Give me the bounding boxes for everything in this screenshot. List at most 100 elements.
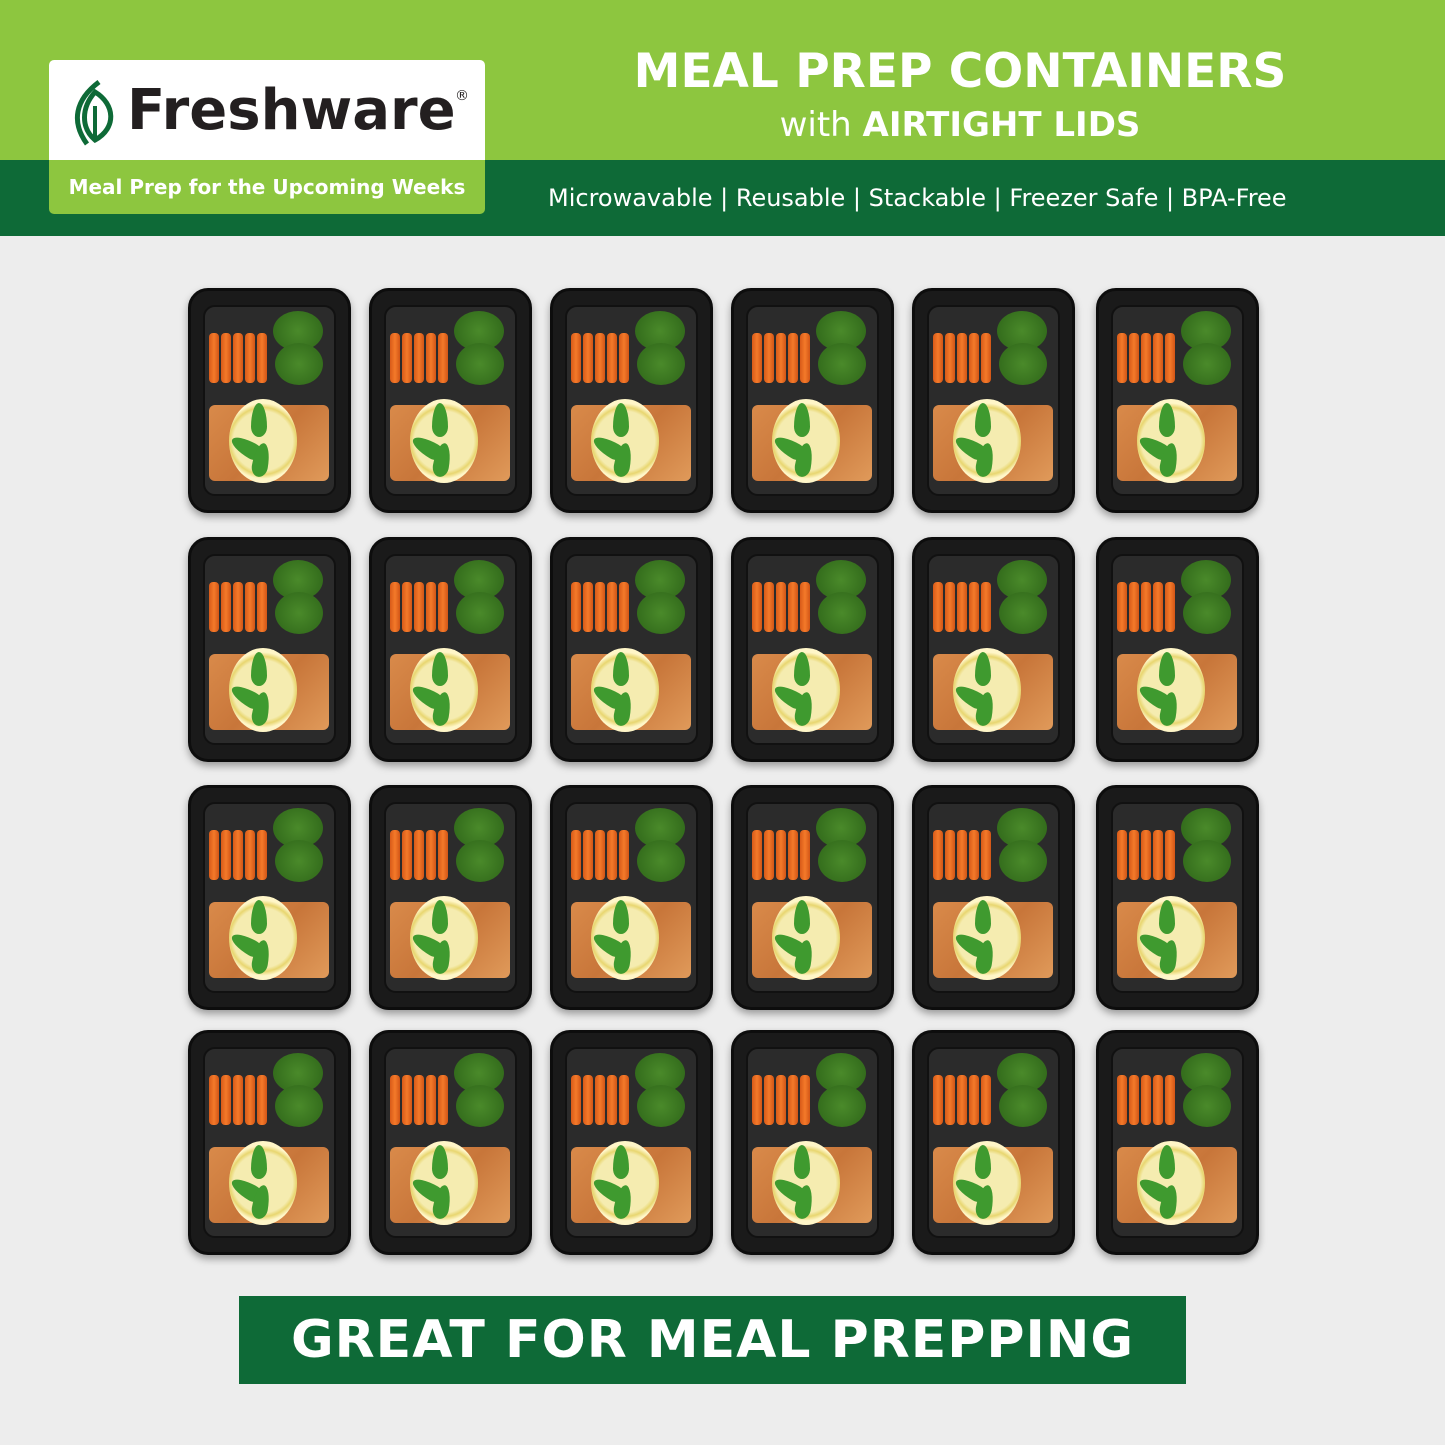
broccoli — [456, 343, 504, 385]
carrot — [245, 582, 255, 632]
broccoli — [1183, 592, 1231, 634]
carrot — [402, 830, 412, 880]
broccoli — [999, 343, 1047, 385]
carrot — [945, 333, 955, 383]
meal-container — [912, 288, 1075, 513]
mint-leaf — [1159, 900, 1175, 934]
carrot — [245, 333, 255, 383]
carrot — [390, 1075, 400, 1125]
mint-leaf — [613, 900, 629, 934]
meal-container — [369, 537, 532, 762]
carrot — [1141, 333, 1151, 383]
carrot — [752, 830, 762, 880]
carrot — [583, 333, 593, 383]
carrot — [414, 582, 424, 632]
carrot — [957, 1075, 967, 1125]
carrot — [776, 333, 786, 383]
carrot — [426, 1075, 436, 1125]
carrot — [414, 830, 424, 880]
broccoli — [456, 1085, 504, 1127]
carrot — [233, 830, 243, 880]
meal-container — [188, 288, 351, 513]
meal-container — [731, 288, 894, 513]
meal-container — [550, 537, 713, 762]
carrot — [607, 333, 617, 383]
mint-leaf — [251, 900, 267, 934]
carrot — [221, 830, 231, 880]
broccoli — [1183, 343, 1231, 385]
carrot — [945, 582, 955, 632]
carrot — [571, 333, 581, 383]
carrot — [776, 1075, 786, 1125]
carrot — [933, 1075, 943, 1125]
brand-name: Freshware — [127, 78, 456, 143]
carrot — [1117, 582, 1127, 632]
mint-leaf — [613, 1145, 629, 1179]
carrot — [1141, 1075, 1151, 1125]
mint-leaf — [975, 403, 991, 437]
meal-container — [369, 288, 532, 513]
meal-container — [369, 785, 532, 1010]
carrot — [571, 1075, 581, 1125]
mint-leaf — [794, 900, 810, 934]
carrot — [981, 830, 991, 880]
carrot — [981, 1075, 991, 1125]
meal-container — [912, 785, 1075, 1010]
carrot — [1129, 582, 1139, 632]
carrot — [1153, 830, 1163, 880]
meal-container — [1096, 537, 1259, 762]
carrot — [233, 582, 243, 632]
broccoli — [637, 1085, 685, 1127]
broccoli — [999, 1085, 1047, 1127]
carrot — [981, 333, 991, 383]
carrot — [233, 1075, 243, 1125]
broccoli — [818, 343, 866, 385]
mint-leaf — [251, 1145, 267, 1179]
meal-container — [369, 1030, 532, 1255]
broccoli — [275, 840, 323, 882]
carrot — [969, 1075, 979, 1125]
carrot — [764, 333, 774, 383]
carrot — [209, 582, 219, 632]
broccoli — [818, 840, 866, 882]
carrot — [933, 333, 943, 383]
carrot — [221, 333, 231, 383]
carrot — [752, 582, 762, 632]
broccoli — [637, 840, 685, 882]
carrot — [257, 830, 267, 880]
meal-container — [1096, 785, 1259, 1010]
carrot — [1165, 582, 1175, 632]
carrot — [438, 830, 448, 880]
features-list: Microwavable | Reusable | Stackable | Fr… — [548, 184, 1287, 212]
meal-container — [550, 1030, 713, 1255]
carrot — [957, 582, 967, 632]
carrot — [438, 333, 448, 383]
broccoli — [1183, 1085, 1231, 1127]
carrot — [764, 830, 774, 880]
carrot — [607, 1075, 617, 1125]
carrot — [752, 333, 762, 383]
mint-leaf — [794, 1145, 810, 1179]
carrot — [1153, 582, 1163, 632]
carrot — [788, 830, 798, 880]
broccoli — [637, 343, 685, 385]
carrot — [788, 1075, 798, 1125]
carrot — [257, 582, 267, 632]
carrot — [595, 830, 605, 880]
carrot — [1153, 333, 1163, 383]
carrot — [619, 582, 629, 632]
meal-container — [912, 1030, 1075, 1255]
carrot — [957, 830, 967, 880]
carrot — [619, 830, 629, 880]
mint-leaf — [251, 403, 267, 437]
mint-leaf — [432, 403, 448, 437]
carrot — [1117, 333, 1127, 383]
carrot — [788, 582, 798, 632]
broccoli — [637, 592, 685, 634]
logo-tagline: Meal Prep for the Upcoming Weeks — [49, 160, 485, 214]
carrot — [969, 582, 979, 632]
carrot — [221, 582, 231, 632]
carrot — [1165, 1075, 1175, 1125]
carrot — [583, 1075, 593, 1125]
carrot — [764, 1075, 774, 1125]
